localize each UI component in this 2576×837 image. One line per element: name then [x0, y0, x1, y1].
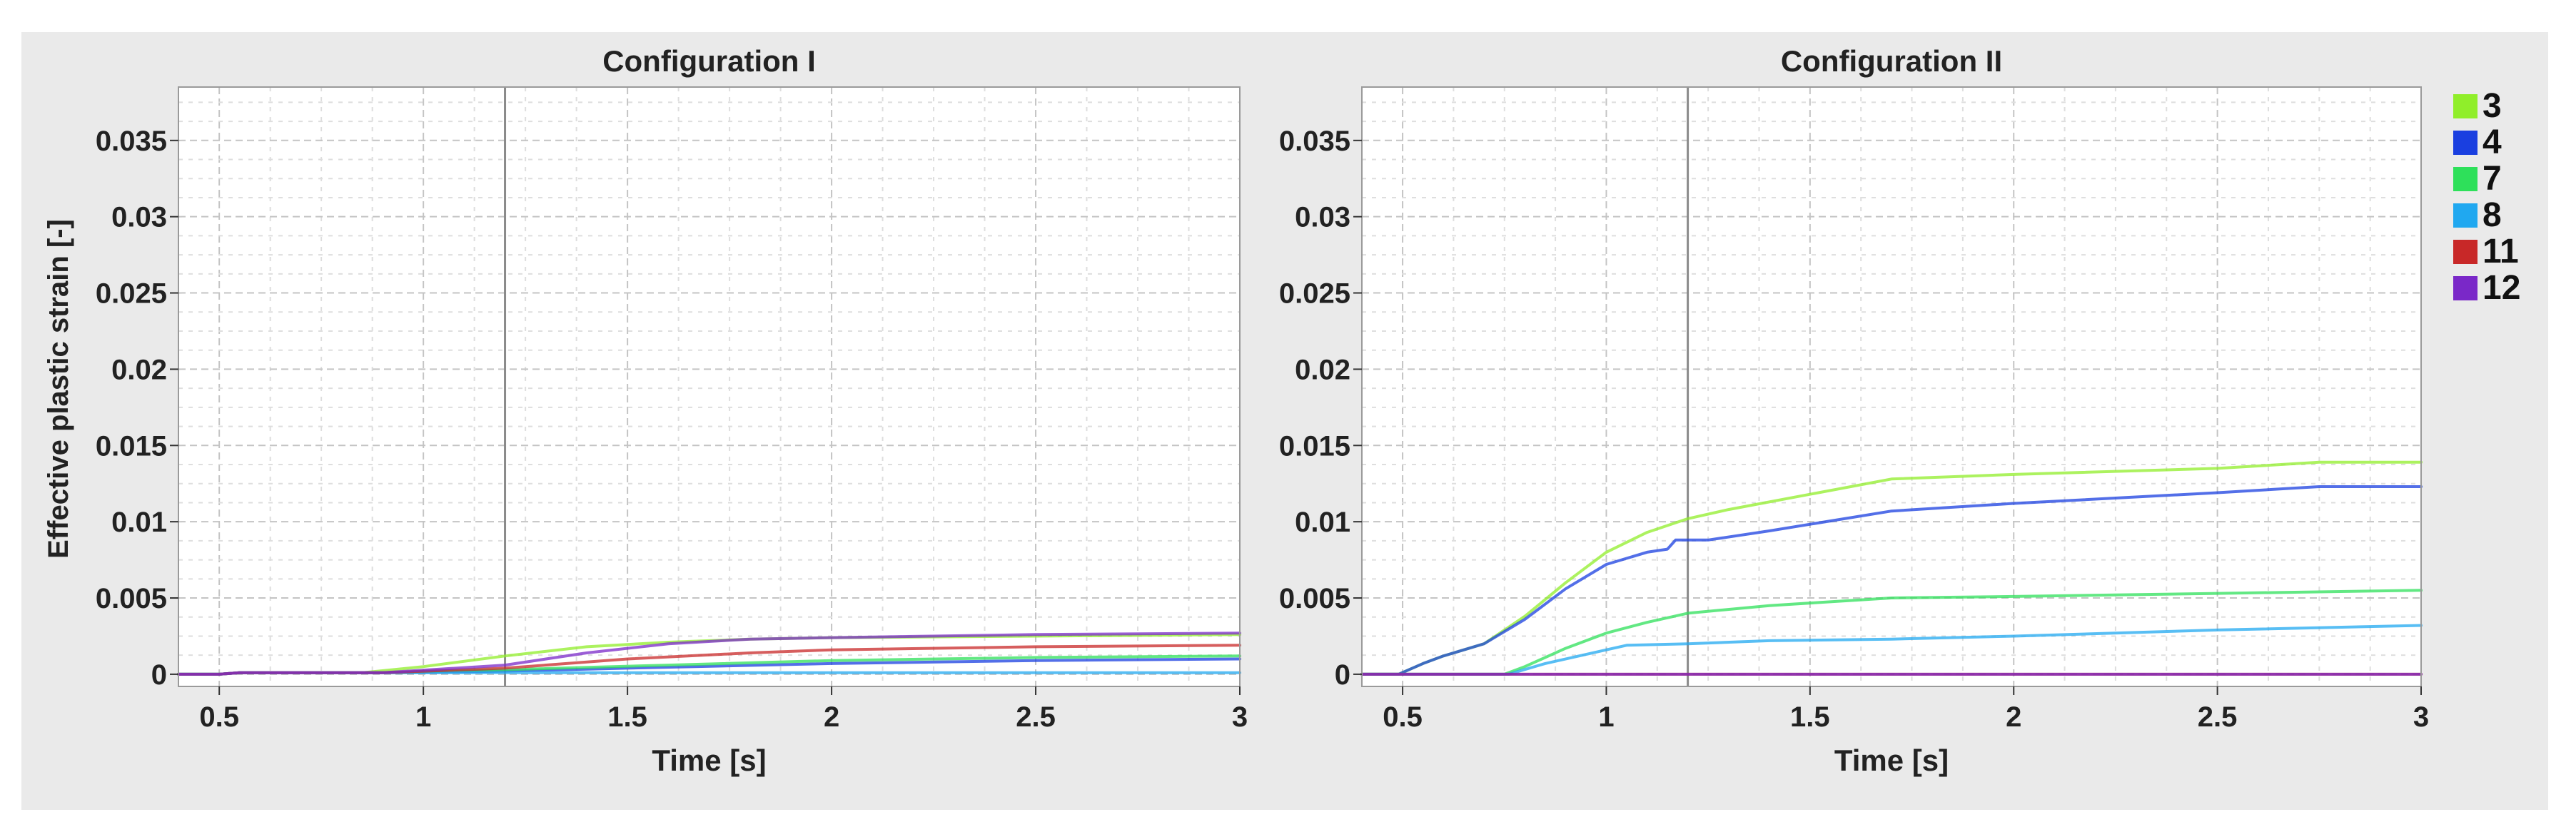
y-tick-label: 0.02 — [1295, 354, 1350, 385]
x-tick-label: 2.5 — [1016, 701, 1056, 733]
legend-label-4: 4 — [2482, 123, 2502, 161]
legend-swatch-7 — [2453, 167, 2477, 191]
x-tick-label: 1.5 — [607, 701, 647, 733]
legend-label-7: 7 — [2482, 160, 2502, 198]
chart-title: Configuration II — [1781, 44, 2002, 78]
y-tick-label: 0.005 — [1279, 583, 1350, 614]
x-axis-label: Time [s] — [652, 744, 766, 777]
y-tick-label: 0.015 — [96, 430, 167, 462]
legend-swatch-8 — [2453, 203, 2477, 228]
x-tick-label: 1 — [415, 701, 431, 733]
legend-label-11: 11 — [2482, 233, 2519, 270]
chart-title: Configuration I — [602, 44, 816, 78]
x-tick-label: 2 — [2006, 701, 2021, 733]
x-tick-label: 0.5 — [199, 701, 239, 733]
x-tick-label: 0.5 — [1383, 701, 1423, 733]
y-tick-label: 0.03 — [1295, 202, 1350, 233]
x-axis-label: Time [s] — [1834, 744, 1949, 777]
series-line-8 — [1360, 624, 2423, 676]
panel-configuration-2: 0.5 1 1.5 2 2.5 3 0 0.005 0.01 0.015 0.02 0.025 0.03… — [1279, 44, 2429, 777]
legend-label-12: 12 — [2482, 269, 2520, 307]
y-tick-label: 0.01 — [1295, 507, 1350, 538]
y-tick-label: 0.035 — [1279, 126, 1350, 157]
y-tick-label: 0.025 — [96, 278, 167, 310]
y-tick-label: 0.005 — [96, 583, 167, 614]
x-tick-label: 1 — [1598, 701, 1614, 733]
legend-swatch-4 — [2453, 131, 2477, 155]
series-line-12 — [177, 631, 1241, 676]
plot-area — [178, 87, 1240, 686]
x-tick-label: 3 — [2413, 701, 2429, 733]
series-line-7 — [1360, 589, 2423, 676]
plot-frame — [178, 86, 1241, 687]
legend-label-3: 3 — [2482, 87, 2502, 125]
legend-swatch-11 — [2453, 240, 2477, 264]
plot-area — [1362, 87, 2421, 686]
y-tick-label: 0.03 — [111, 202, 167, 233]
y-axis-label: Effective plastic strain [-] — [43, 219, 74, 559]
y-tick-label: 0 — [151, 659, 167, 691]
panel-configuration-1: 0.5 1 1.5 2 2.5 3 0 0.005 0.01 0.015 0.02 0.025 0.03… — [96, 44, 1248, 777]
y-tick-label: 0.015 — [1279, 430, 1350, 462]
y-tick-label: 0.025 — [1279, 278, 1350, 310]
y-tick-label: 0.02 — [111, 354, 167, 385]
x-tick-label: 2.5 — [2198, 701, 2238, 733]
legend-swatch-12 — [2453, 276, 2477, 300]
y-tick-label: 0.01 — [111, 507, 167, 538]
legend-label-8: 8 — [2482, 196, 2502, 234]
x-tick-label: 2 — [824, 701, 839, 733]
y-tick-label: 0.035 — [96, 126, 167, 157]
legend-swatch-3 — [2453, 94, 2477, 118]
series-line-4 — [1360, 485, 2423, 676]
x-tick-label: 3 — [1232, 701, 1248, 733]
y-tick-label: 0 — [1335, 659, 1350, 691]
plot-frame — [1361, 86, 2422, 687]
x-tick-label: 1.5 — [1790, 701, 1830, 733]
